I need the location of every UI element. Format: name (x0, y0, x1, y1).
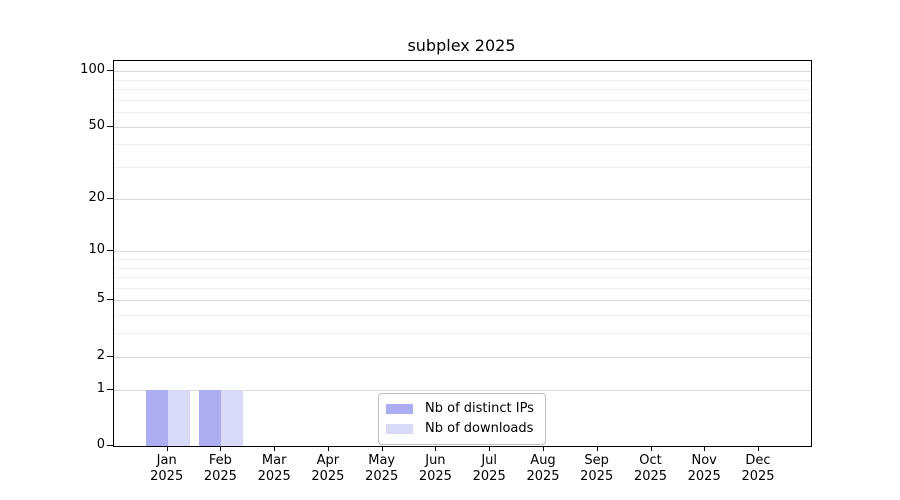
y-tick-label: 50 (88, 117, 105, 133)
x-tick-mark (327, 446, 329, 451)
x-tick-label-sep: Sep 2025 (580, 453, 614, 484)
y-tick-mark (107, 197, 113, 199)
minor-gridline (114, 315, 811, 317)
legend: Nb of distinct IPs Nb of downloads (378, 393, 546, 445)
y-tick-label: 2 (96, 347, 105, 363)
x-tick-label-nov: Nov 2025 (687, 453, 721, 484)
x-tick-mark (489, 446, 491, 451)
legend-item-downloads: Nb of downloads (386, 419, 545, 439)
x-tick-label-mar: Mar 2025 (257, 453, 291, 484)
plot-area: Nb of distinct IPs Nb of downloads (113, 60, 812, 447)
minor-gridline (114, 79, 811, 81)
x-tick-label-jul: Jul 2025 (472, 453, 506, 484)
x-tick-label-jun: Jun 2025 (418, 453, 452, 484)
y-tick-label: 0 (96, 437, 105, 452)
x-tick-mark (220, 446, 222, 451)
major-gridline (114, 126, 811, 128)
x-tick-mark (596, 446, 598, 451)
y-tick-mark (107, 388, 113, 390)
x-tick-mark (381, 446, 383, 451)
x-tick-label-oct: Oct 2025 (633, 453, 668, 484)
bar-distinct-ips-feb (199, 389, 222, 446)
y-tick-label: 10 (88, 242, 105, 258)
x-tick-label-feb: Feb 2025 (203, 453, 237, 484)
minor-gridline (114, 333, 811, 335)
y-tick-mark (107, 250, 113, 252)
y-tick-mark (107, 125, 113, 127)
major-gridline (114, 300, 811, 302)
legend-swatch-distinct-ips (386, 404, 413, 414)
x-tick-mark (274, 446, 276, 451)
minor-gridline (114, 277, 811, 278)
x-tick-label-may: May 2025 (365, 453, 399, 484)
minor-gridline (114, 258, 811, 260)
y-tick-label: 100 (80, 62, 105, 77)
legend-label-downloads: Nb of downloads (425, 421, 534, 436)
minor-gridline (114, 267, 811, 269)
major-gridline (114, 356, 811, 358)
x-tick-mark (758, 446, 759, 451)
chart-title: subplex 2025 (407, 36, 516, 55)
legend-swatch-downloads (386, 424, 413, 434)
x-tick-mark (650, 446, 652, 451)
x-tick-mark (166, 446, 168, 451)
x-tick-mark (435, 446, 437, 451)
bar-downloads-jan (167, 389, 190, 446)
y-tick-mark (107, 70, 113, 71)
bar-distinct-ips-jan (145, 389, 168, 446)
minor-gridline (114, 88, 811, 90)
legend-item-distinct-ips: Nb of distinct IPs (386, 399, 545, 419)
x-tick-mark (704, 446, 706, 451)
x-tick-label-apr: Apr 2025 (311, 453, 345, 484)
bar-downloads-feb (221, 389, 244, 446)
y-tick-mark (107, 445, 113, 446)
minor-gridline (114, 287, 811, 289)
x-tick-label-dec: Dec 2025 (741, 453, 775, 484)
major-gridline (114, 71, 811, 72)
y-tick-label: 1 (96, 380, 105, 396)
x-tick-mark (543, 446, 544, 451)
x-tick-label-aug: Aug 2025 (526, 453, 560, 484)
major-gridline (114, 198, 811, 200)
minor-gridline (114, 144, 811, 146)
minor-gridline (114, 112, 811, 113)
y-tick-label: 5 (96, 291, 105, 307)
x-tick-label-jan: Jan 2025 (150, 453, 184, 484)
legend-label-distinct-ips: Nb of distinct IPs (425, 401, 534, 416)
y-tick-label: 20 (88, 189, 105, 205)
major-gridline (114, 389, 811, 391)
minor-gridline (114, 99, 811, 101)
y-tick-mark (107, 355, 113, 357)
y-tick-mark (107, 299, 113, 301)
major-gridline (114, 251, 811, 253)
minor-gridline (114, 167, 811, 168)
